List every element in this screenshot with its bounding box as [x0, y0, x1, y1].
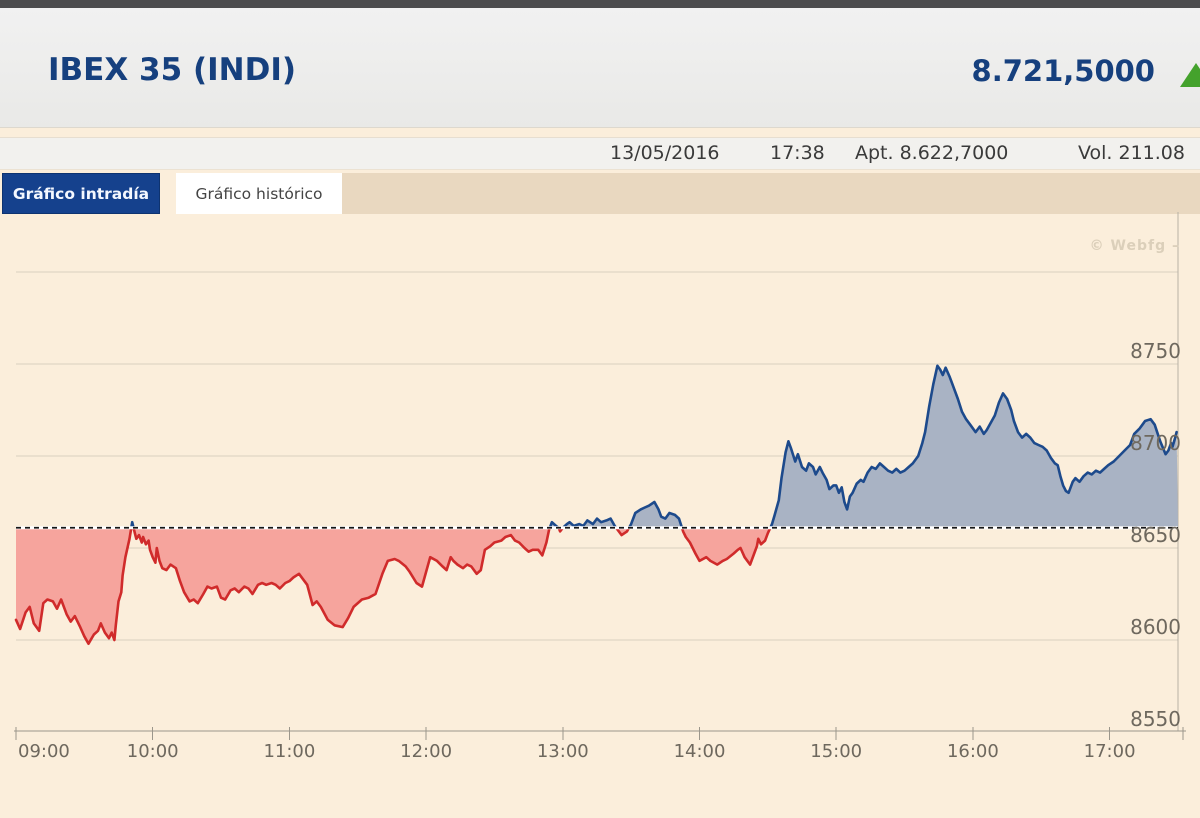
y-axis-label: 8700 [1130, 431, 1181, 455]
quote-header: IBEX 35 (INDI) 8.721,5000 [0, 8, 1200, 128]
tab-row-filler [342, 173, 1200, 214]
x-axis-label: 11:00 [263, 741, 315, 762]
quote-time: 17:38 [770, 142, 825, 164]
top-dark-bar [0, 0, 1200, 8]
x-axis-label: 09:00 [18, 741, 70, 762]
tab-grafico-intradia[interactable]: Gráfico intradía [2, 173, 160, 214]
x-axis-label: 10:00 [127, 741, 179, 762]
instrument-title: IBEX 35 (INDI) [48, 52, 297, 88]
intraday-chart: 09:00 10:00 11:00 12:00 13:00 14:00 15:00 16:00… [0, 210, 1200, 818]
area-above-reference [131, 365, 1178, 528]
last-price: 8.721,5000 [971, 54, 1155, 88]
y-axis-label: 8550 [1130, 707, 1181, 731]
chart-tabs: Gráfico intradía Gráfico histórico [0, 173, 1200, 214]
x-axis-label: 13:00 [537, 741, 589, 762]
price-up-arrow-icon [1180, 63, 1200, 87]
quote-date: 13/05/2016 [610, 142, 720, 164]
y-axis-label: 8750 [1130, 339, 1181, 363]
x-axis-label: 15:00 [810, 741, 862, 762]
webfg-watermark: © Webfg – [1090, 238, 1180, 254]
x-axis-label: 17:00 [1084, 741, 1136, 762]
x-axis-label: 12:00 [400, 741, 452, 762]
tab-grafico-historico[interactable]: Gráfico histórico [176, 173, 342, 214]
intraday-chart-canvas: 09:00 10:00 11:00 12:00 13:00 14:00 15:00 16:00… [14, 212, 1186, 762]
price-line-below [14, 527, 772, 645]
x-axis-label: 14:00 [674, 741, 726, 762]
open-price: Apt. 8.622,7000 [855, 142, 1009, 164]
y-axis-label: 8600 [1130, 615, 1181, 639]
x-axis-label: 16:00 [947, 741, 999, 762]
volume: Vol. 211.08 [1078, 142, 1185, 164]
quote-info-bar: 13/05/2016 17:38 Apt. 8.622,7000 Vol. 21… [0, 137, 1200, 170]
price-line-above [129, 364, 1178, 528]
y-axis-label: 8650 [1130, 523, 1181, 547]
area-below-reference [16, 527, 1178, 644]
